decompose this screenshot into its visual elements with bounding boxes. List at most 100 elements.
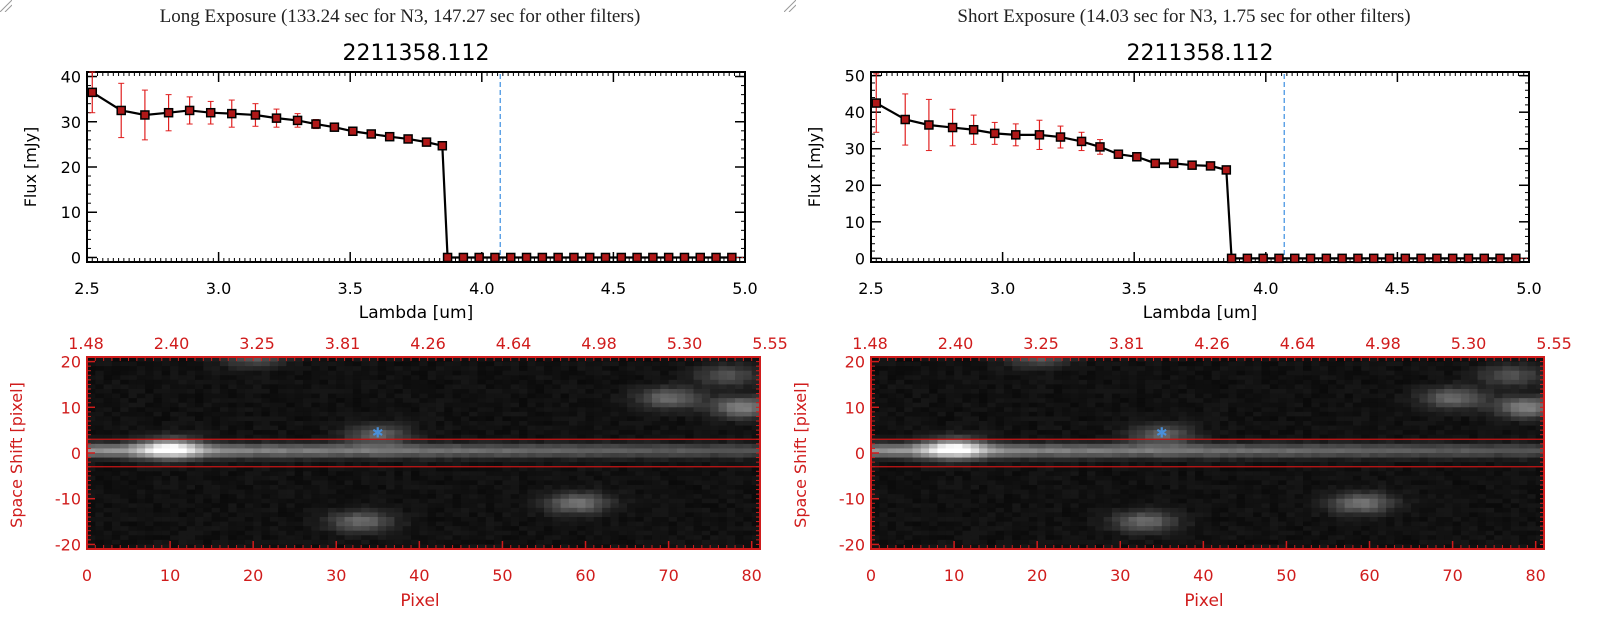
heatmap-cell [1070,361,1080,367]
heatmap-cell [244,379,254,386]
data-point [968,124,979,135]
heatmap-cell [577,448,587,454]
heatmap-cell [195,462,204,468]
heatmap-cell [685,407,695,413]
heatmap-cell [253,425,263,431]
heatmap-cell [311,448,321,454]
heatmap-cell [701,494,711,500]
heatmap-cell [103,512,113,518]
heatmap-cell [502,457,512,463]
heatmap-cell [751,521,761,527]
heatmap-cell [1494,370,1504,376]
heatmap-cell [427,366,437,372]
heatmap-cell [693,357,703,363]
heatmap-cell [435,425,445,431]
heatmap-cell [344,366,354,372]
heatmap-cell [895,361,905,367]
heatmap-cell [643,471,653,477]
heatmap-cell [710,448,720,454]
heatmap-cell [111,544,121,550]
heatmap-cell [668,434,678,440]
heatmap-cell [236,489,246,495]
resize-grip-icon[interactable] [0,0,12,12]
heatmap-cell [660,475,670,482]
heatmap-cell [593,535,603,541]
heatmap-cell [593,462,603,468]
heatmap-cell [469,393,479,399]
heatmap-cell [1269,370,1279,376]
data-point [1416,253,1426,264]
heatmap-cell [693,421,703,427]
heatmap-cell [103,462,113,468]
heatmap-cell [294,457,304,463]
heatmap-cell [937,375,947,381]
heatmap-cell [111,398,121,404]
heatmap-cell [485,485,495,491]
heatmap-cell [286,517,296,523]
heatmap-cell [369,366,379,372]
heatmap-cell [195,402,204,408]
heatmap-cell [361,471,371,477]
heatmap-cell [128,475,138,482]
heatmap-cell [411,544,420,550]
heatmap-cell [120,466,130,472]
heatmap-cell [635,457,645,463]
heatmap-cell [427,462,437,468]
heatmap-cell [1485,366,1495,372]
heatmap-cell [660,453,670,459]
heatmap-cell [344,462,354,468]
heatmap-cell [510,421,520,427]
heatmap-cell [361,430,371,436]
heatmap-cell [1145,361,1155,367]
heatmap-cell [485,457,495,463]
heatmap-cell [87,485,96,491]
heatmap-cell [278,439,288,445]
heatmap-cell [211,411,221,418]
heatmap-cell [651,389,661,395]
heatmap-cell [519,393,528,399]
heatmap-cell [236,521,246,527]
y-tick-label: 40 [61,68,81,87]
heatmap-cell [303,489,312,495]
heatmap-cell [743,384,753,390]
heatmap-cell [419,489,429,495]
heatmap-cell [236,430,246,436]
heatmap-cell [1003,370,1013,376]
heatmap-cell [369,471,379,477]
heatmap-cell [452,357,462,363]
heatmap-cell [394,443,404,450]
heatmap-cell [303,443,312,450]
heatmap-cell [710,421,720,427]
heatmap-cell [735,475,744,482]
heatmap-cell [361,439,371,445]
heatmap-cell [643,393,653,399]
heatmap-cell [153,521,163,527]
heatmap-cell [1535,375,1545,381]
heatmap-cell [585,384,595,390]
x-tick-label: 3.5 [1121,279,1146,298]
heatmap-cell [261,475,271,482]
heatmap-cell [676,407,686,413]
heatmap-cell [411,539,420,546]
heatmap-cell [311,498,321,504]
heatmap-cell [394,512,404,518]
heatmap-cell [161,421,171,427]
heatmap-cell [286,489,296,495]
heatmap-cell [618,370,628,376]
heatmap-cell [411,411,420,418]
heatmap-cell [718,457,728,463]
heatmap-cell [427,416,437,422]
heatmap-cell [336,402,346,408]
heatmap-cell [311,453,321,459]
heatmap-cell [585,535,595,541]
heatmap-cell [269,535,279,541]
heatmap-cell [610,498,620,504]
data-point [1337,253,1347,264]
heatmap-cell [751,489,761,495]
heatmap-cell [743,443,753,450]
heatmap-cell [751,485,761,491]
heatmap-cell [635,448,645,454]
heatmap-cell [643,539,653,546]
heatmap-cell [402,430,412,436]
heatmap-cell [643,366,653,372]
